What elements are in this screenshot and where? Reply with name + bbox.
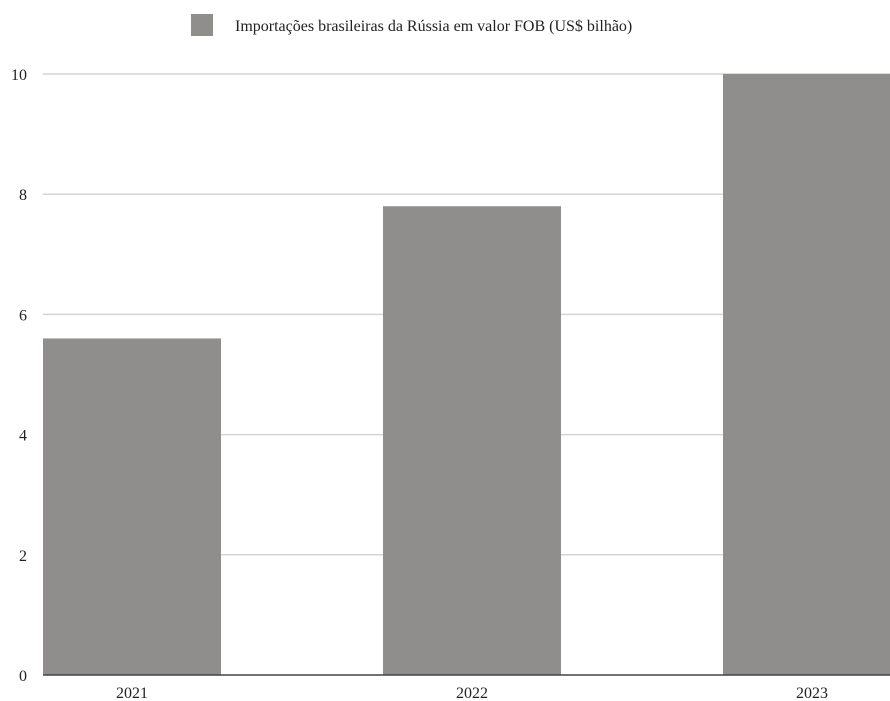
axes: 0 2 4 6 8 10 2021 2022 2023 [11,67,890,701]
legend-label: Importações brasileiras da Rússia em val… [235,18,632,35]
y-tick-label: 4 [19,428,27,445]
bar-2023 [723,74,890,675]
bars [43,74,890,675]
x-tick-label: 2022 [456,685,488,701]
legend-swatch [191,14,213,36]
y-tick-label: 10 [11,67,27,84]
y-tick-label: 2 [19,548,27,565]
y-tick-label: 8 [19,187,27,204]
bar-2022 [383,206,561,675]
legend: Importações brasileiras da Rússia em val… [191,14,632,36]
x-tick-label: 2021 [116,685,148,701]
bar-2021 [43,338,221,675]
x-tick-label: 2023 [796,685,828,701]
y-tick-label: 6 [19,307,27,324]
y-tick-label: 0 [19,668,27,685]
